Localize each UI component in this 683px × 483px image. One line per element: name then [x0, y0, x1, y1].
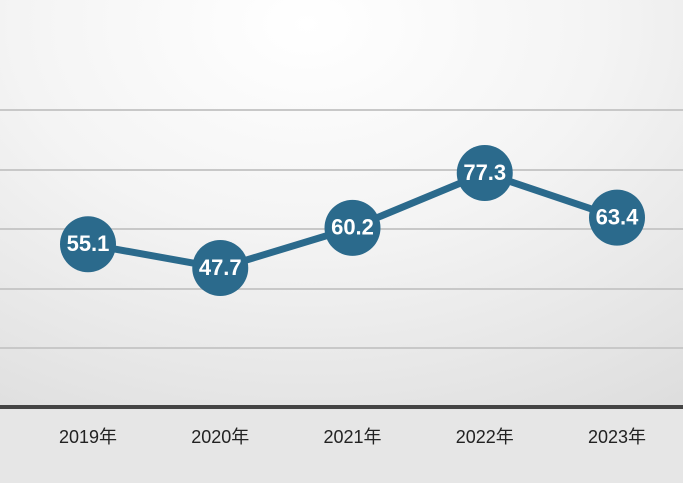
footer-band [0, 408, 683, 483]
point [60, 216, 116, 273]
point [456, 144, 513, 201]
x-tick-label: 2021年 [323, 427, 381, 447]
data-label: 60.2 [331, 215, 374, 240]
x-tick-label: 2019年 [59, 427, 117, 447]
point [324, 199, 381, 256]
x-tick-label: 2022年 [456, 427, 514, 447]
data-label: 63.4 [596, 204, 640, 229]
point [589, 189, 645, 246]
point [192, 239, 249, 296]
x-tick-label: 2023年 [588, 427, 646, 447]
data-label: 55.1 [67, 231, 110, 256]
data-label: 77.3 [463, 160, 506, 185]
data-label: 47.7 [199, 255, 242, 280]
x-tick-label: 2020年 [191, 427, 249, 447]
